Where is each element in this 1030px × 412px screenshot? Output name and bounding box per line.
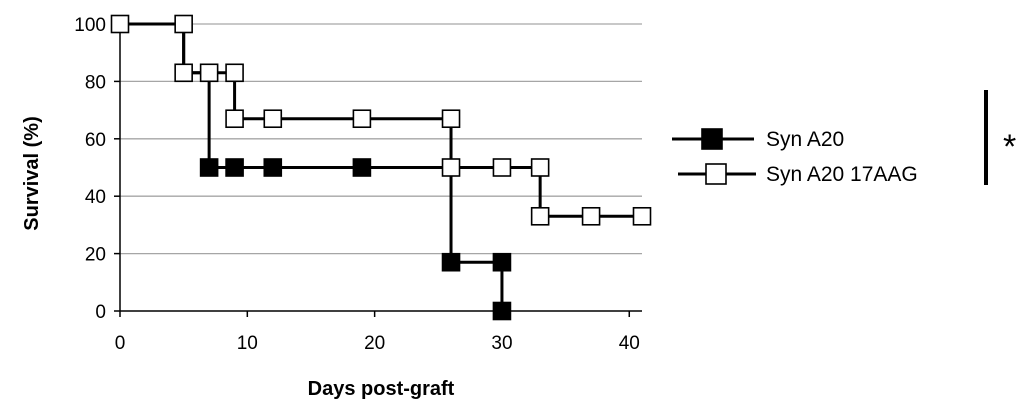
x-tick-labels: 0 10 20 30 40 xyxy=(115,311,640,354)
data-point-series-1 xyxy=(225,63,244,83)
x-tick-label: 30 xyxy=(491,333,512,354)
y-tick-label: 0 xyxy=(95,302,106,323)
legend-marker-syn-a20 xyxy=(701,128,723,150)
data-point-series-1 xyxy=(441,109,461,129)
series-lines xyxy=(120,22,642,311)
legend: Syn A20 Syn A20 17AAG * xyxy=(672,90,1016,186)
y-tick-label: 20 xyxy=(85,245,106,266)
data-point-series-0 xyxy=(199,158,219,177)
x-tick-label: 10 xyxy=(237,333,258,354)
series-points xyxy=(110,14,652,321)
legend-label-syn-a20-17aag: Syn A20 17AAG xyxy=(766,163,918,186)
data-point-series-1 xyxy=(199,63,219,83)
data-point-series-1 xyxy=(110,14,130,34)
legend-item-syn-a20: Syn A20 xyxy=(672,128,844,151)
data-point-series-1 xyxy=(632,206,652,226)
data-point-series-1 xyxy=(530,206,550,226)
y-tick-label: 100 xyxy=(74,15,106,36)
y-tick-label: 60 xyxy=(85,130,106,151)
y-axis-title: Survival (%) xyxy=(21,116,43,230)
data-point-series-0 xyxy=(441,252,461,272)
data-point-series-1 xyxy=(174,63,193,83)
data-point-series-1 xyxy=(492,158,512,177)
data-point-series-0 xyxy=(352,158,372,177)
x-axis-title: Days post-graft xyxy=(308,378,455,400)
y-tick-labels: 0 20 40 60 80 100 xyxy=(74,15,120,323)
data-point-series-1 xyxy=(263,109,283,129)
data-point-series-1 xyxy=(441,158,461,177)
data-point-series-0 xyxy=(225,158,244,177)
x-tick-label: 20 xyxy=(364,333,385,354)
data-point-series-1 xyxy=(581,206,601,226)
data-point-series-1 xyxy=(174,14,193,34)
x-tick-label: 0 xyxy=(115,333,126,354)
data-point-series-0 xyxy=(492,252,512,272)
data-point-series-0 xyxy=(492,301,512,321)
data-point-series-0 xyxy=(263,158,283,177)
legend-label-syn-a20: Syn A20 xyxy=(766,128,844,151)
data-point-series-1 xyxy=(225,109,244,129)
legend-marker-syn-a20-17aag xyxy=(705,163,727,185)
data-point-series-1 xyxy=(352,109,372,129)
legend-item-syn-a20-17aag: Syn A20 17AAG xyxy=(678,163,918,186)
gridlines xyxy=(120,23,642,255)
axes xyxy=(119,24,642,312)
y-tick-label: 40 xyxy=(85,187,106,208)
y-tick-label: 80 xyxy=(85,72,106,93)
significance-asterisk: * xyxy=(1003,128,1016,166)
x-tick-label: 40 xyxy=(619,333,640,354)
data-point-series-1 xyxy=(530,158,550,177)
series-line-1 xyxy=(120,22,642,218)
